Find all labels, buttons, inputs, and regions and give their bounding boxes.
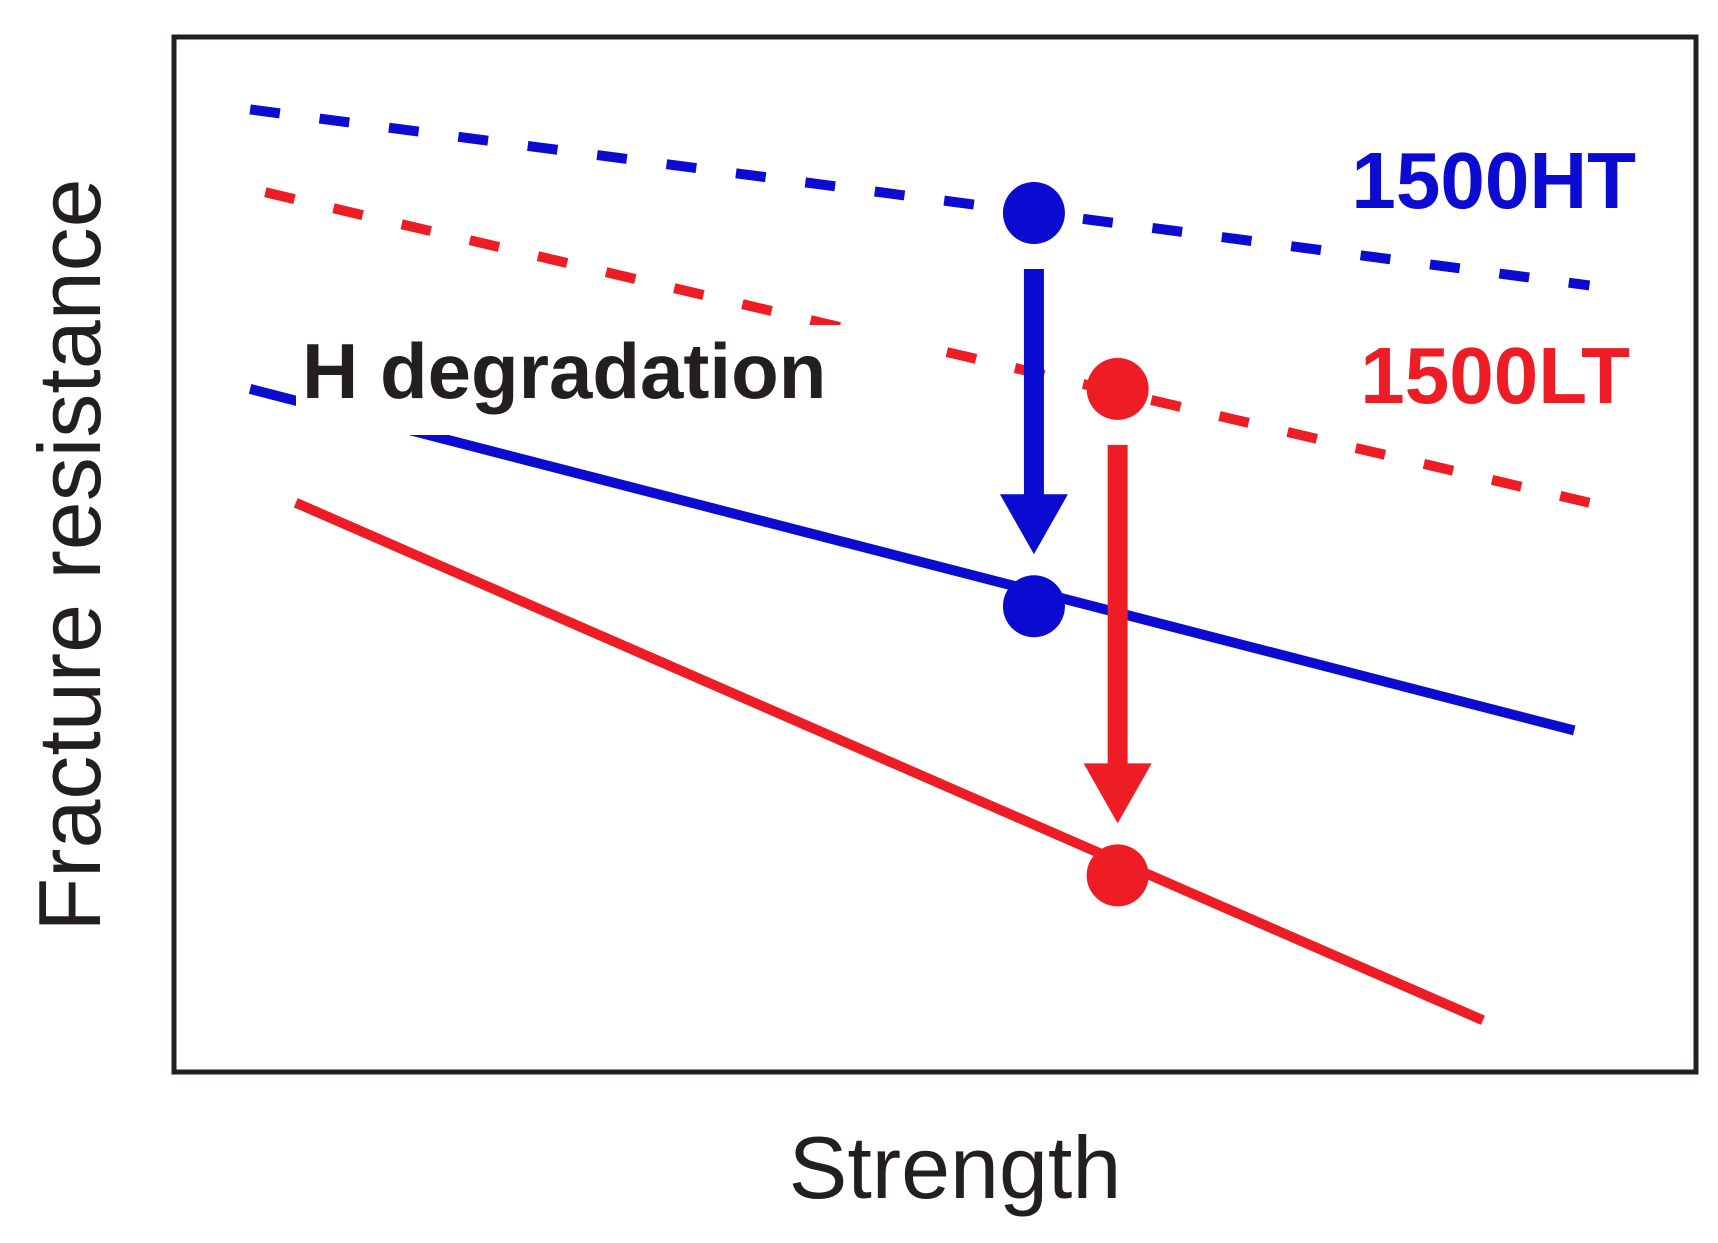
plot-frame — [171, 34, 1699, 1075]
arrow-layer — [999, 268, 1152, 824]
y-axis-title: Fracture resistance — [20, 178, 119, 931]
arrow-head-2 — [1083, 763, 1152, 824]
series-label-1500ht: 1500HT — [1351, 136, 1636, 225]
annotation-h-degradation: H degradation — [302, 327, 826, 415]
series-label-1500lt: 1500LT — [1360, 331, 1630, 420]
series-layer — [248, 104, 1591, 1025]
data-point-1500lt-uncharged — [1086, 357, 1149, 420]
data-point-1500lt-h-charged — [1086, 844, 1149, 907]
series-line-1500lt-uncharged — [264, 187, 1591, 508]
marker-layer — [1002, 181, 1149, 907]
annotation-background — [296, 325, 946, 435]
series-line-1500lt-h-charged — [293, 498, 1485, 1025]
series-line-1500ht-uncharged — [249, 104, 1591, 291]
series-line-1500ht-h-charged — [248, 384, 1576, 736]
x-axis-title: Strength — [789, 1118, 1122, 1217]
data-point-1500ht-uncharged — [1002, 181, 1065, 244]
arrow-head-1 — [999, 494, 1068, 555]
data-point-1500ht-h-charged — [1002, 575, 1065, 638]
